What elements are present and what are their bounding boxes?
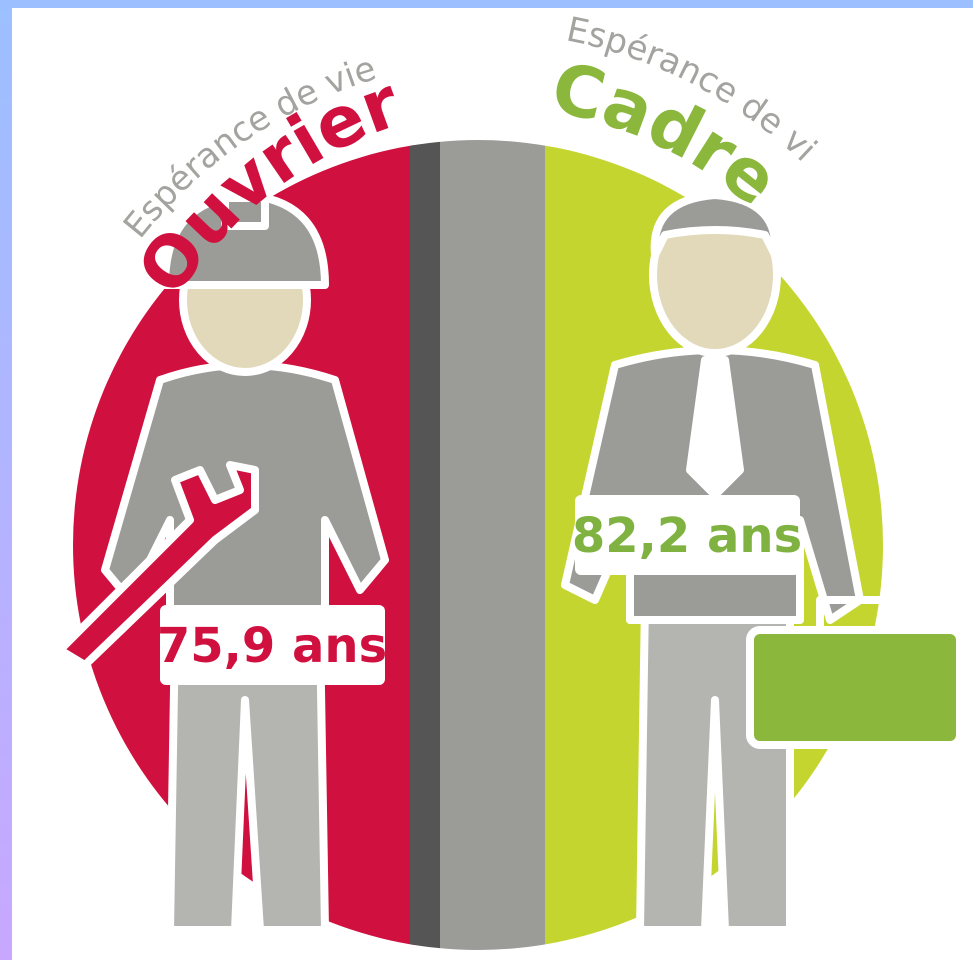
label-box — [575, 495, 800, 575]
divider — [440, 140, 545, 950]
left-value: 75,9 ans — [157, 618, 387, 674]
right-value: 82,2 ans — [572, 508, 802, 564]
label-box — [160, 605, 385, 685]
divider-dark — [410, 140, 440, 950]
